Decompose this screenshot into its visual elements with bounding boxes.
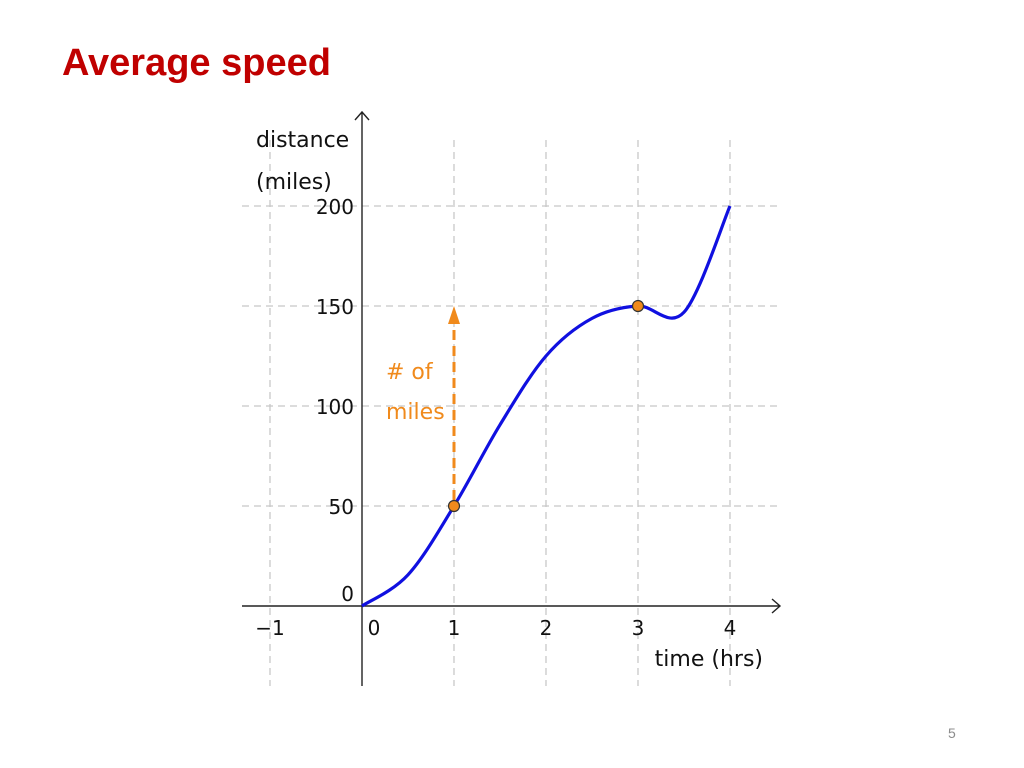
points-group [447, 299, 645, 513]
y-tick-label: 150 [316, 295, 354, 319]
x-axis-arrow-icon [771, 598, 782, 614]
x-tick-label: 4 [724, 616, 737, 640]
tick-labels: −1 0 1 2 3 4 0 50 100 150 200 [255, 195, 736, 640]
y-tick-label: 200 [316, 195, 354, 219]
axes [242, 110, 782, 686]
page-number: 5 [948, 725, 956, 741]
x-tick-label: −1 [255, 616, 284, 640]
arrow-up-icon [448, 306, 460, 324]
y-tick-label: 0 [341, 582, 354, 606]
series-group [361, 205, 732, 608]
x-tick-label: 0 [368, 616, 381, 640]
slide-title: Average speed [62, 42, 331, 84]
annotation-label: # of miles [386, 360, 445, 425]
y-axis-label: distance (miles) [256, 128, 349, 195]
axis-labels: distance (miles) time (hrs) [256, 128, 763, 672]
x-tick-label: 1 [448, 616, 461, 640]
x-axis-label: time (hrs) [655, 647, 763, 672]
data-point [631, 299, 645, 313]
annotation-group: # of miles [386, 306, 460, 500]
y-axis-arrow-icon [354, 110, 370, 121]
y-tick-label: 100 [316, 395, 354, 419]
x-tick-label: 2 [540, 616, 553, 640]
data-point [447, 499, 461, 513]
x-tick-label: 3 [632, 616, 645, 640]
y-tick-label: 50 [329, 495, 354, 519]
series-line [361, 205, 732, 608]
